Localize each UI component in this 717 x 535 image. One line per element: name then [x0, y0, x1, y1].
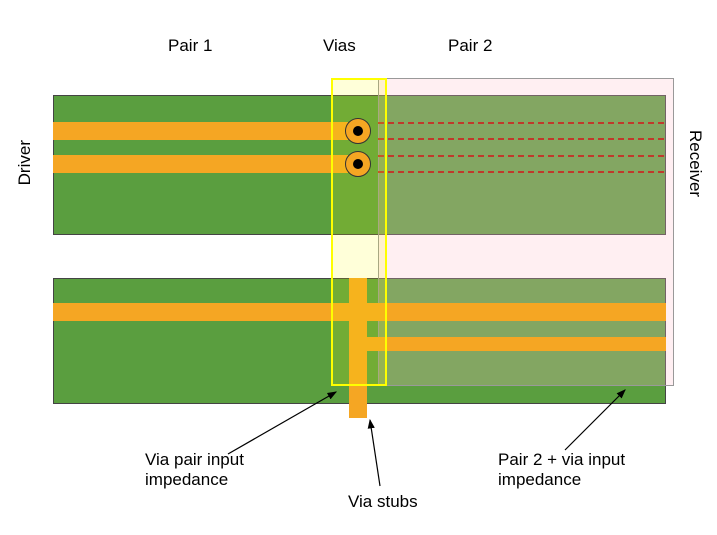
trace-top-2	[53, 155, 348, 173]
dashed-trace-1	[378, 122, 664, 140]
pair1-label: Pair 1	[168, 36, 212, 56]
via-pair-input-label: Via pair input impedance	[145, 450, 244, 490]
receiver-label: Receiver	[685, 130, 705, 197]
pair2-via-input-label: Pair 2 + via input impedance	[498, 450, 625, 490]
via-drill-1	[353, 126, 363, 136]
dashed-trace-2	[378, 155, 664, 173]
via-stubs-label: Via stubs	[348, 492, 418, 512]
vias-label: Vias	[323, 36, 356, 56]
trace-top-1	[53, 122, 348, 140]
bottom-horiz-trace-2	[367, 337, 666, 351]
via-drill-2	[353, 159, 363, 169]
driver-label: Driver	[15, 140, 35, 185]
pair2-label: Pair 2	[448, 36, 492, 56]
